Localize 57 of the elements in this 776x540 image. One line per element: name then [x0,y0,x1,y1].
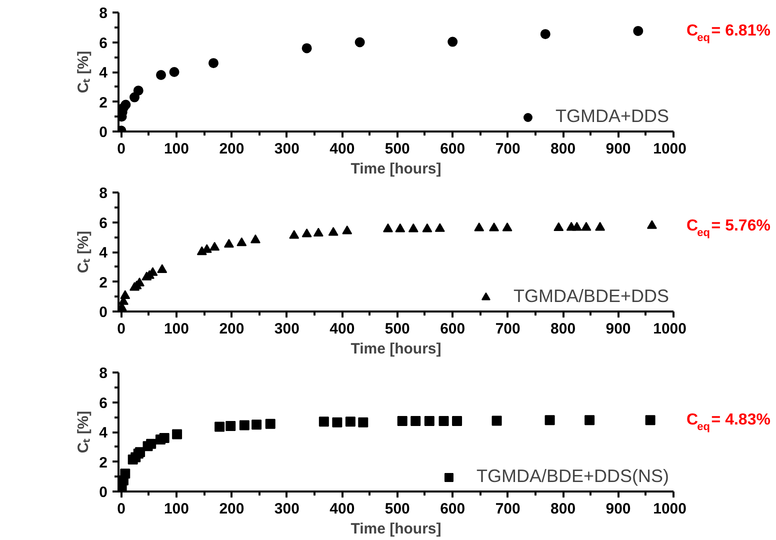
x-tick-label: 700 [495,140,520,158]
x-tick-label: 800 [550,140,576,158]
x-tick-label: 0 [117,500,126,518]
x-tick-label: 100 [164,140,190,158]
y-axis-title: Cₜ [%] [75,410,92,454]
x-tick-label: 0 [117,320,126,338]
x-tick-label: 200 [219,320,244,338]
x-tick-label: 200 [219,140,244,158]
x-tick-label: 1000 [653,140,687,158]
x-tick-label: 1000 [653,320,687,338]
x-tick-label: 400 [330,320,355,338]
y-tick-label: 8 [99,365,108,382]
x-tick-label: 500 [384,140,410,158]
y-tick-label: 0 [99,484,108,501]
x-tick-label: 1000 [653,500,687,518]
x-tick-label: 300 [274,320,300,338]
y-axis-title: Cₜ [%] [75,230,92,274]
y-tick-label: 0 [99,304,108,321]
x-tick-label: 600 [440,500,466,518]
x-tick-label: 100 [164,320,190,338]
y-tick-label: 2 [99,454,108,472]
x-tick-label: 700 [495,320,520,338]
x-axis-title: Time [hours] [350,520,442,538]
legend-label: TGMDA+DDS [555,106,669,127]
y-tick-label: 2 [99,94,108,112]
legend-label: TGMDA/BDE+DDS [513,286,669,307]
x-tick-label: 300 [274,500,300,518]
x-tick-label: 800 [550,500,576,518]
y-tick-label: 6 [99,34,108,52]
x-tick-label: 500 [384,320,410,338]
x-tick-label: 600 [440,140,466,158]
x-tick-label: 900 [606,140,631,158]
y-axis-title: Cₜ [%] [75,50,92,94]
y-tick-label: 0 [99,124,108,141]
x-tick-label: 500 [384,500,410,518]
x-tick-label: 400 [330,500,355,518]
x-tick-label: 900 [606,500,631,518]
y-tick-label: 4 [99,424,108,442]
x-tick-label: 0 [117,140,126,158]
x-tick-label: 400 [330,140,355,158]
y-tick-label: 4 [99,64,108,82]
y-tick-label: 8 [99,185,108,202]
y-tick-label: 6 [99,394,108,412]
x-tick-label: 200 [219,500,244,518]
y-tick-label: 8 [99,5,108,22]
y-tick-label: 4 [99,244,108,262]
x-tick-label: 300 [274,140,300,158]
x-tick-label: 700 [495,500,520,518]
legend-label: TGMDA/BDE+DDS(NS) [476,466,669,487]
x-tick-label: 600 [440,320,466,338]
y-tick-label: 6 [99,214,108,232]
x-axis-title: Time [hours] [350,340,442,358]
x-axis-title: Time [hours] [350,160,442,178]
x-tick-label: 800 [550,320,576,338]
x-tick-label: 900 [606,320,631,338]
y-tick-label: 2 [99,274,108,292]
x-tick-label: 100 [164,500,190,518]
